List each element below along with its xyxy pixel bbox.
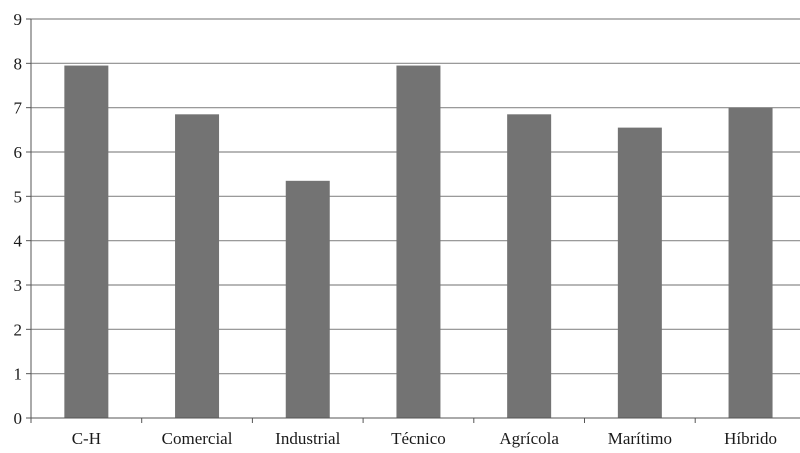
x-tick-label: Técnico (391, 429, 446, 448)
x-tick-label: Agrícola (499, 429, 559, 448)
y-tick-label: 9 (14, 10, 23, 29)
bar-híbrido (728, 107, 773, 419)
x-tick-label: Comercial (162, 429, 233, 448)
bar-comercial (175, 114, 220, 419)
x-tick-label: Marítimo (608, 429, 672, 448)
y-tick-label: 5 (14, 187, 23, 206)
y-tick-label: 2 (14, 320, 23, 339)
y-tick-label: 4 (14, 232, 23, 251)
axes (26, 18, 800, 423)
bar-técnico (396, 65, 441, 419)
y-tick-label: 7 (14, 99, 23, 118)
bar-agrícola (507, 114, 552, 419)
bar-marítimo (617, 127, 662, 418)
y-tick-label: 8 (14, 54, 23, 73)
x-category-labels: C-H Comercial Industrial Técnico Agrícola Mar… (72, 429, 777, 448)
bar-industrial (285, 180, 330, 418)
y-tick-label: 6 (14, 143, 23, 162)
bars (64, 65, 773, 419)
x-tick-label: Industrial (275, 429, 340, 448)
x-tick-label: Híbrido (724, 429, 777, 448)
bar-c-h (64, 65, 109, 419)
y-tick-label: 3 (14, 276, 23, 295)
x-tick-label: C-H (72, 429, 101, 448)
y-tick-labels: 0 1 2 3 4 5 6 7 8 9 (14, 10, 23, 428)
y-tick-label: 0 (14, 409, 23, 428)
y-tick-label: 1 (14, 365, 23, 384)
